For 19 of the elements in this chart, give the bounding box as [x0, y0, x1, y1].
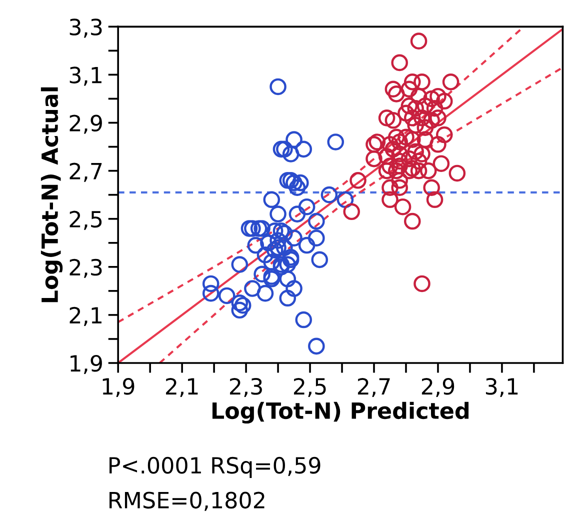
y-tick-label: 2,7	[70, 162, 102, 182]
x-tick-label: 1,9	[102, 378, 134, 398]
x-tick-label: 3,1	[486, 378, 518, 398]
text: P<.0001 RSq=0,59	[110, 456, 320, 478]
y-tick-label: 3,3	[70, 18, 102, 38]
text: RMSE=0,1802	[110, 492, 264, 511]
y-tick-label: 2,3	[70, 258, 102, 278]
y-tick-label: 2,5	[70, 210, 102, 230]
y-tick-label: 2,1	[70, 306, 102, 326]
y-tick-label: 1,9	[70, 354, 102, 374]
x-axis-title: Log(Tot-N) Predicted	[212, 402, 469, 424]
x-tick-label: 2,9	[422, 378, 454, 398]
x-tick-label: 2,7	[358, 378, 390, 398]
y-axis-title: Log(Tot-N) Actual	[40, 87, 63, 302]
x-tick-label: 2,3	[230, 378, 262, 398]
x-tick-label: 2,1	[166, 378, 198, 398]
x-tick-label: 2,5	[294, 378, 326, 398]
y-tick-label: 2,9	[70, 114, 102, 134]
y-tick-label: 3,1	[70, 66, 102, 86]
